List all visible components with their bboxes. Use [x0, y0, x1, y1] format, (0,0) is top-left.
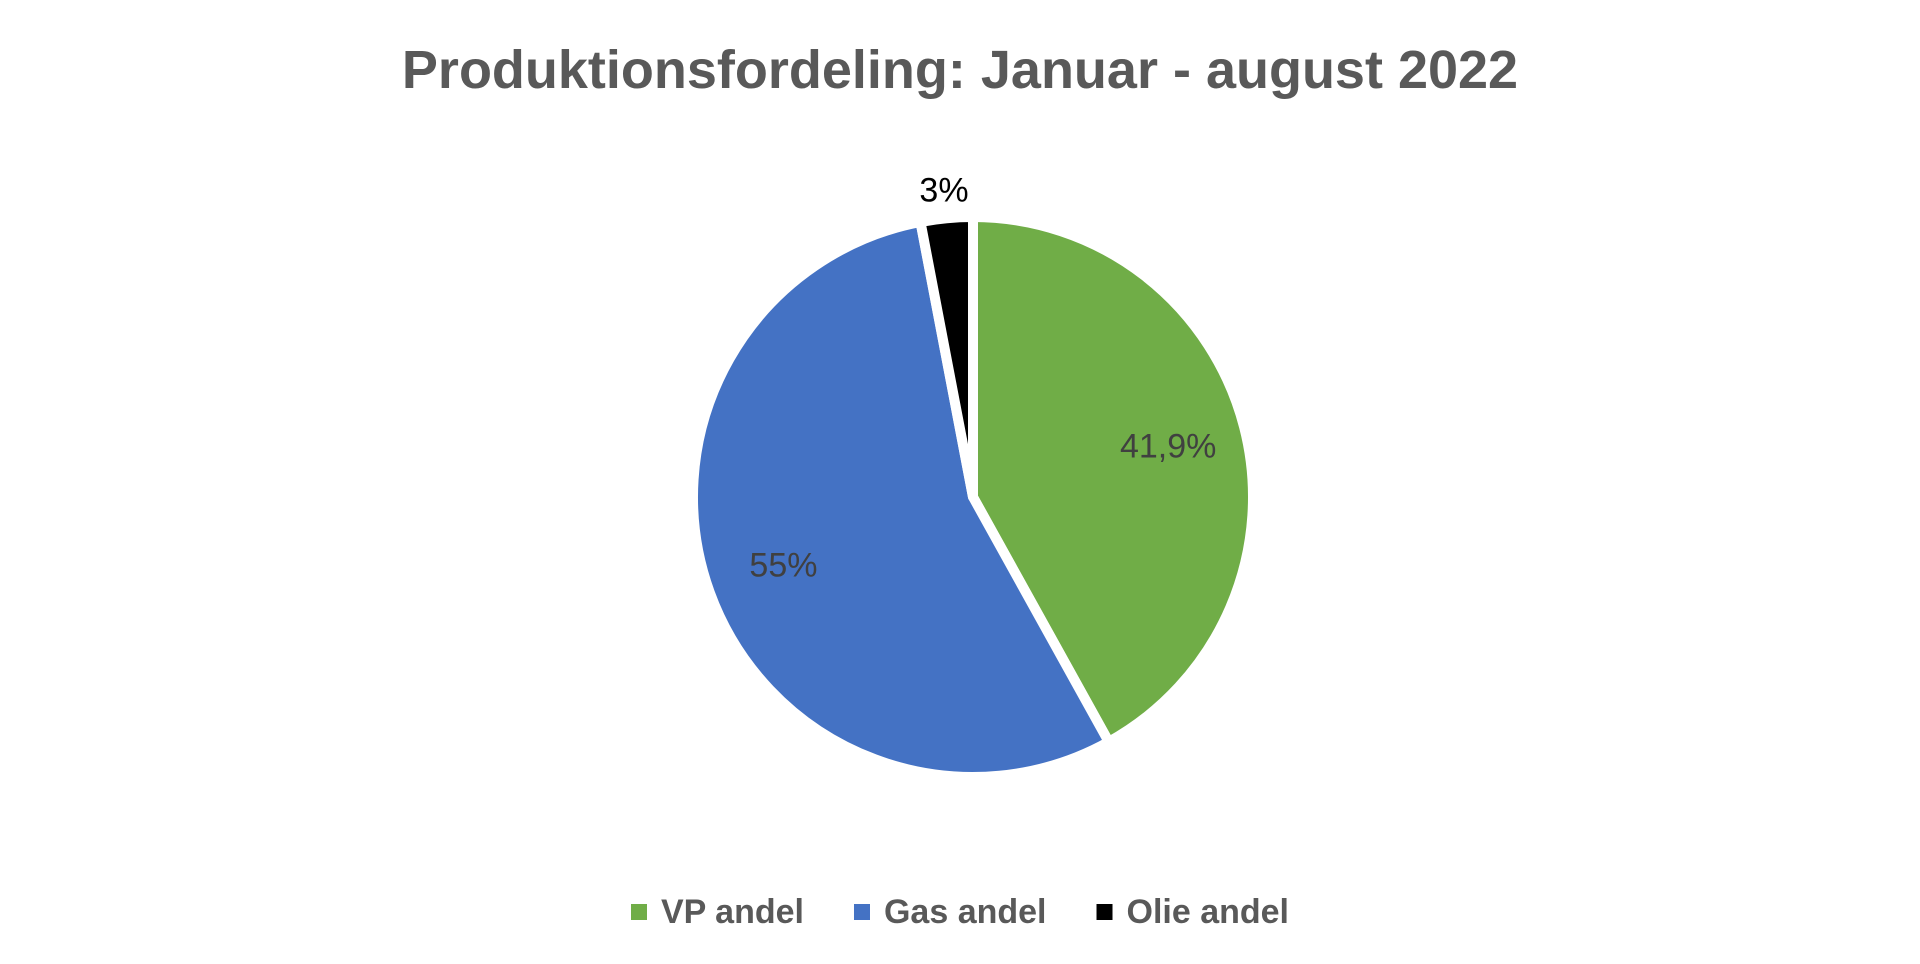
- data-label-vp-andel: 41,9%: [1120, 428, 1216, 466]
- pie-slices: [688, 212, 1258, 782]
- legend-label-vp-andel: VP andel: [661, 893, 804, 931]
- pie-slice-gas-andel: [688, 216, 1114, 782]
- pie-slice-vp-andel: [968, 212, 1258, 747]
- legend-swatch-gas-andel: [853, 904, 870, 920]
- pie-slice-olie-andel: [915, 212, 978, 502]
- data-label-olie-andel: 3%: [919, 171, 968, 209]
- legend-swatch-vp-andel: [630, 904, 647, 920]
- legend-label-olie-andel: Olie andel: [1127, 893, 1290, 931]
- legend-item-gas-andel: Gas andel: [853, 893, 1047, 931]
- legend-item-vp-andel: VP andel: [630, 893, 804, 931]
- legend-label-gas-andel: Gas andel: [884, 893, 1047, 931]
- pie-data-labels: 41,9% 55% 3%: [749, 171, 1216, 584]
- data-label-gas-andel: 55%: [749, 547, 817, 585]
- legend: VP andel Gas andel Olie andel: [630, 893, 1290, 931]
- legend-swatch-olie-andel: [1096, 904, 1113, 920]
- chart-title: Produktionsfordeling: Januar - august 20…: [402, 40, 1518, 100]
- legend-item-olie-andel: Olie andel: [1096, 893, 1290, 931]
